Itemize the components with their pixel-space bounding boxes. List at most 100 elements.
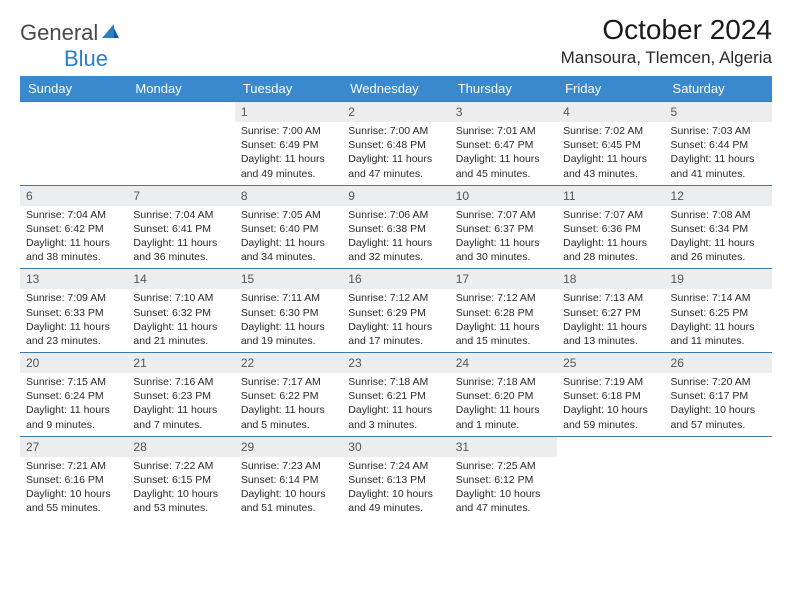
day-text: Sunrise: 7:00 AMSunset: 6:49 PMDaylight:… [235,122,342,185]
calendar-table: Sunday Monday Tuesday Wednesday Thursday… [20,76,772,519]
calendar-cell: 6Sunrise: 7:04 AMSunset: 6:42 PMDaylight… [20,185,127,269]
day-number: 1 [235,102,342,122]
day-text-line: Sunrise: 7:16 AM [133,375,228,389]
day-text-line: Sunrise: 7:18 AM [348,375,443,389]
month-title: October 2024 [561,14,772,46]
title-block: October 2024 Mansoura, Tlemcen, Algeria [561,14,772,68]
day-text-line: and 30 minutes. [456,250,551,264]
day-text: Sunrise: 7:21 AMSunset: 6:16 PMDaylight:… [20,457,127,520]
calendar-cell: 26Sunrise: 7:20 AMSunset: 6:17 PMDayligh… [665,353,772,437]
day-number: 10 [450,186,557,206]
day-text-line: Sunset: 6:22 PM [241,389,336,403]
day-text-line: Daylight: 11 hours [563,320,658,334]
day-text-line: Daylight: 11 hours [456,152,551,166]
day-text-line: Sunrise: 7:03 AM [671,124,766,138]
calendar-cell: 13Sunrise: 7:09 AMSunset: 6:33 PMDayligh… [20,269,127,353]
day-text-line: Sunrise: 7:13 AM [563,291,658,305]
calendar-cell: 22Sunrise: 7:17 AMSunset: 6:22 PMDayligh… [235,353,342,437]
day-text: Sunrise: 7:09 AMSunset: 6:33 PMDaylight:… [20,289,127,352]
day-text-line: Sunrise: 7:20 AM [671,375,766,389]
day-number: 28 [127,437,234,457]
day-number: 2 [342,102,449,122]
day-number: 14 [127,269,234,289]
calendar-cell: 15Sunrise: 7:11 AMSunset: 6:30 PMDayligh… [235,269,342,353]
day-text-line: and 26 minutes. [671,250,766,264]
day-text-line: Daylight: 11 hours [133,403,228,417]
day-text-line: and 51 minutes. [241,501,336,515]
day-text-line: Daylight: 11 hours [348,403,443,417]
day-number: 22 [235,353,342,373]
calendar-cell: 27Sunrise: 7:21 AMSunset: 6:16 PMDayligh… [20,436,127,519]
day-text-line: Daylight: 11 hours [348,152,443,166]
calendar-row: 20Sunrise: 7:15 AMSunset: 6:24 PMDayligh… [20,353,772,437]
calendar-cell: 19Sunrise: 7:14 AMSunset: 6:25 PMDayligh… [665,269,772,353]
day-text: Sunrise: 7:07 AMSunset: 6:37 PMDaylight:… [450,206,557,269]
calendar-row: 1Sunrise: 7:00 AMSunset: 6:49 PMDaylight… [20,102,772,186]
day-text-line: Sunset: 6:13 PM [348,473,443,487]
day-text-line: Sunset: 6:32 PM [133,306,228,320]
day-text-line: Daylight: 11 hours [133,320,228,334]
day-text: Sunrise: 7:02 AMSunset: 6:45 PMDaylight:… [557,122,664,185]
day-text-line: Daylight: 11 hours [241,152,336,166]
day-text: Sunrise: 7:00 AMSunset: 6:48 PMDaylight:… [342,122,449,185]
day-text-line: Sunrise: 7:04 AM [26,208,121,222]
day-text-line: and 5 minutes. [241,418,336,432]
day-text-line: Sunset: 6:21 PM [348,389,443,403]
calendar-cell: 28Sunrise: 7:22 AMSunset: 6:15 PMDayligh… [127,436,234,519]
day-text: Sunrise: 7:12 AMSunset: 6:28 PMDaylight:… [450,289,557,352]
day-number: 24 [450,353,557,373]
calendar-cell: 25Sunrise: 7:19 AMSunset: 6:18 PMDayligh… [557,353,664,437]
calendar-cell: 2Sunrise: 7:00 AMSunset: 6:48 PMDaylight… [342,102,449,186]
day-text-line: and 28 minutes. [563,250,658,264]
day-number: 3 [450,102,557,122]
day-text-line: Daylight: 11 hours [26,403,121,417]
day-text: Sunrise: 7:15 AMSunset: 6:24 PMDaylight:… [20,373,127,436]
day-text-line: and 45 minutes. [456,167,551,181]
calendar-row: 13Sunrise: 7:09 AMSunset: 6:33 PMDayligh… [20,269,772,353]
day-text-line: Daylight: 11 hours [671,236,766,250]
day-text: Sunrise: 7:10 AMSunset: 6:32 PMDaylight:… [127,289,234,352]
calendar-cell: 18Sunrise: 7:13 AMSunset: 6:27 PMDayligh… [557,269,664,353]
day-text-line: Sunset: 6:28 PM [456,306,551,320]
day-text-line: Sunset: 6:36 PM [563,222,658,236]
day-text-line: Sunrise: 7:07 AM [456,208,551,222]
day-text-line: Sunset: 6:12 PM [456,473,551,487]
calendar-cell: 17Sunrise: 7:12 AMSunset: 6:28 PMDayligh… [450,269,557,353]
day-text: Sunrise: 7:17 AMSunset: 6:22 PMDaylight:… [235,373,342,436]
calendar-cell: 20Sunrise: 7:15 AMSunset: 6:24 PMDayligh… [20,353,127,437]
day-text-line: Sunset: 6:25 PM [671,306,766,320]
dow-header: Friday [557,76,664,102]
logo: General [20,14,122,46]
day-text-line: Sunrise: 7:24 AM [348,459,443,473]
day-text: Sunrise: 7:04 AMSunset: 6:42 PMDaylight:… [20,206,127,269]
calendar-cell [557,436,664,519]
calendar-cell: 10Sunrise: 7:07 AMSunset: 6:37 PMDayligh… [450,185,557,269]
day-text-line: Sunset: 6:41 PM [133,222,228,236]
day-text-line: Sunset: 6:27 PM [563,306,658,320]
day-text-line: Daylight: 10 hours [456,487,551,501]
day-text-line: Sunset: 6:49 PM [241,138,336,152]
day-text-line: Sunset: 6:24 PM [26,389,121,403]
calendar-cell: 7Sunrise: 7:04 AMSunset: 6:41 PMDaylight… [127,185,234,269]
day-text-line: Sunrise: 7:02 AM [563,124,658,138]
dow-header: Monday [127,76,234,102]
calendar-cell: 4Sunrise: 7:02 AMSunset: 6:45 PMDaylight… [557,102,664,186]
day-text-line: Sunrise: 7:25 AM [456,459,551,473]
day-text: Sunrise: 7:22 AMSunset: 6:15 PMDaylight:… [127,457,234,520]
day-text-line: Sunset: 6:34 PM [671,222,766,236]
day-text: Sunrise: 7:13 AMSunset: 6:27 PMDaylight:… [557,289,664,352]
calendar-cell: 23Sunrise: 7:18 AMSunset: 6:21 PMDayligh… [342,353,449,437]
day-text-line: Daylight: 10 hours [563,403,658,417]
day-text-line: Daylight: 11 hours [241,236,336,250]
day-text-line: and 11 minutes. [671,334,766,348]
day-text-line: Daylight: 11 hours [348,320,443,334]
calendar-cell [20,102,127,186]
day-number: 11 [557,186,664,206]
day-text-line: Daylight: 11 hours [456,236,551,250]
day-number: 15 [235,269,342,289]
day-text-line: Daylight: 11 hours [456,320,551,334]
dow-header: Tuesday [235,76,342,102]
calendar-cell: 14Sunrise: 7:10 AMSunset: 6:32 PMDayligh… [127,269,234,353]
calendar-cell: 30Sunrise: 7:24 AMSunset: 6:13 PMDayligh… [342,436,449,519]
day-text-line: Daylight: 11 hours [671,320,766,334]
